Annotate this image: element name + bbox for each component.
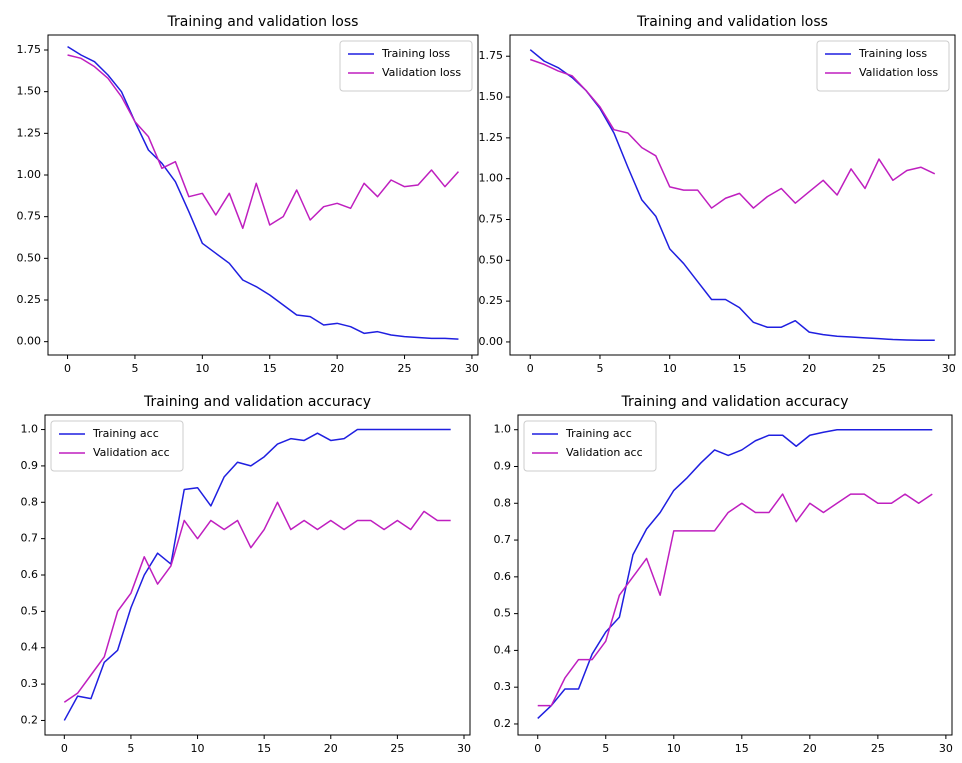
series-line	[63, 428, 451, 721]
chart-title: Training and validation accuracy	[143, 394, 371, 410]
legend-label: Validation acc	[93, 446, 170, 459]
series-line	[529, 58, 936, 209]
legend-label: Training acc	[92, 427, 159, 440]
x-tick-label: 5	[131, 362, 138, 375]
y-tick-label: 1.25	[17, 126, 42, 139]
legend-label: Validation loss	[859, 66, 938, 79]
y-tick-label: 0.2	[494, 717, 512, 730]
legend: Training acc Validation acc	[523, 420, 657, 472]
axes-frame	[509, 34, 956, 356]
chart-title: Training and validation loss	[167, 14, 359, 30]
legend: Training loss Validation loss	[816, 40, 950, 92]
axes-frame	[44, 414, 471, 736]
x-tick-label: 25	[398, 362, 412, 375]
y-tick-label: 0.7	[494, 533, 512, 546]
x-tick-label: 5	[127, 742, 134, 755]
y-tick-label: 0.4	[494, 643, 512, 656]
y-tick-label: 0.9	[494, 459, 512, 472]
y-tick-label: 1.0	[21, 423, 39, 436]
legend: Training acc Validation acc	[50, 420, 184, 472]
y-tick-label: 1.75	[479, 49, 504, 62]
x-tick-label: 30	[465, 362, 479, 375]
legend-label: Validation loss	[382, 66, 461, 79]
y-tick-label: 0.50	[479, 253, 504, 266]
subplot: Training and validation accuracy 0 5 10 15 20…	[494, 394, 953, 755]
y-tick-label: 0.00	[479, 335, 504, 348]
y-tick-label: 1.0	[494, 423, 512, 436]
y-tick-label: 0.50	[17, 251, 42, 264]
series-line	[67, 54, 460, 230]
subplot: Training and validation loss 0 5 10 15 20 25 30…	[479, 14, 956, 375]
x-tick-label: 20	[330, 362, 344, 375]
x-tick-label: 15	[732, 362, 746, 375]
axes-frame	[517, 414, 953, 736]
y-tick-label: 0.5	[494, 607, 512, 620]
x-tick-label: 30	[457, 742, 471, 755]
axes-frame	[47, 34, 479, 356]
x-tick-label: 10	[195, 362, 209, 375]
y-tick-label: 0.9	[21, 459, 39, 472]
chart-title: Training and validation loss	[636, 14, 828, 30]
y-tick-label: 0.3	[494, 680, 512, 693]
x-tick-label: 10	[667, 742, 681, 755]
x-tick-label: 20	[324, 742, 338, 755]
subplot: Training and validation loss 0 5 10 15 20 25 30…	[17, 14, 479, 375]
legend-label: Validation acc	[566, 446, 643, 459]
y-tick-label: 1.50	[17, 85, 42, 98]
y-tick-label: 0.00	[17, 335, 42, 348]
legend-label: Training loss	[858, 47, 927, 60]
x-tick-label: 15	[257, 742, 271, 755]
x-tick-label: 0	[61, 742, 68, 755]
y-tick-label: 0.7	[21, 532, 39, 545]
y-tick-label: 1.25	[479, 131, 504, 144]
x-tick-label: 0	[534, 742, 541, 755]
legend-label: Training acc	[565, 427, 632, 440]
y-tick-label: 0.8	[494, 496, 512, 509]
y-tick-label: 1.00	[17, 168, 42, 181]
y-tick-label: 0.2	[21, 713, 39, 726]
x-tick-label: 5	[596, 362, 603, 375]
x-tick-label: 25	[872, 362, 886, 375]
x-tick-label: 30	[939, 742, 953, 755]
y-tick-label: 0.6	[21, 568, 39, 581]
x-tick-label: 20	[803, 742, 817, 755]
y-tick-label: 1.00	[479, 172, 504, 185]
x-tick-label: 15	[263, 362, 277, 375]
x-tick-label: 25	[871, 742, 885, 755]
y-tick-label: 0.75	[479, 212, 504, 225]
y-tick-label: 1.75	[17, 43, 42, 56]
y-tick-label: 0.3	[21, 677, 39, 690]
y-tick-label: 0.4	[21, 641, 39, 654]
series-line	[537, 428, 933, 719]
x-tick-label: 20	[802, 362, 816, 375]
subplot: Training and validation accuracy 0 5 10 15 20…	[21, 394, 472, 755]
y-tick-label: 0.6	[494, 570, 512, 583]
y-tick-label: 0.25	[17, 293, 42, 306]
y-tick-label: 0.75	[17, 210, 42, 223]
y-tick-label: 0.8	[21, 495, 39, 508]
x-tick-label: 0	[527, 362, 534, 375]
x-tick-label: 15	[735, 742, 749, 755]
legend: Training loss Validation loss	[339, 40, 473, 92]
x-tick-label: 5	[602, 742, 609, 755]
y-tick-label: 0.5	[21, 604, 39, 617]
chart-title: Training and validation accuracy	[620, 394, 848, 410]
x-tick-label: 0	[64, 362, 71, 375]
x-tick-label: 10	[663, 362, 677, 375]
y-tick-label: 1.50	[479, 90, 504, 103]
series-line	[63, 501, 451, 703]
x-tick-label: 30	[942, 362, 956, 375]
series-line	[537, 493, 933, 707]
y-tick-label: 0.25	[479, 294, 504, 307]
series-line	[529, 49, 935, 342]
legend-label: Training loss	[381, 47, 450, 60]
x-tick-label: 10	[191, 742, 205, 755]
x-tick-label: 25	[390, 742, 404, 755]
